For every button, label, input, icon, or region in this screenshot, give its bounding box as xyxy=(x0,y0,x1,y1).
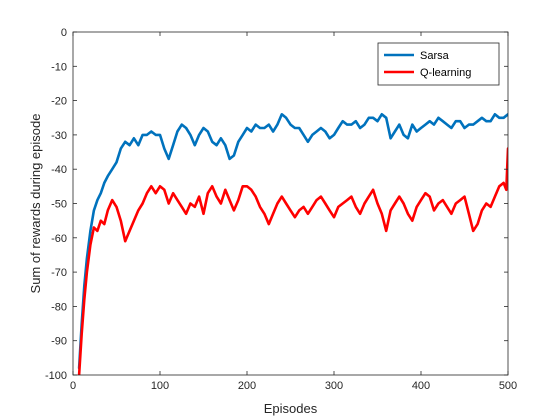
legend-entry-label: Sarsa xyxy=(420,50,450,62)
plot-area xyxy=(73,32,508,375)
tick-labels: 0 100 200 300 400 500 0 -10 -20 -30 -40 -50 -60 -70 -8… xyxy=(45,27,517,392)
series-line-sarsa xyxy=(77,113,508,370)
x-tick-label: 100 xyxy=(151,380,169,392)
y-tick-label: -90 xyxy=(51,336,67,348)
x-tick-label: 300 xyxy=(325,380,343,392)
series-layer xyxy=(77,113,508,375)
axes xyxy=(72,31,509,376)
plot-background xyxy=(73,32,508,375)
series-line-q-learning xyxy=(77,147,508,375)
x-tick-label: 0 xyxy=(70,380,76,392)
y-tick-label: -60 xyxy=(51,233,67,245)
legend-entry-label: Q-learning xyxy=(420,67,471,79)
x-axis-label: Episodes xyxy=(264,401,318,416)
legend: Sarsa Q-learning xyxy=(377,42,500,86)
y-tick-label: -70 xyxy=(51,267,67,279)
y-tick-label: -20 xyxy=(51,96,67,108)
y-tick-label: -40 xyxy=(51,164,67,176)
legend-box xyxy=(377,42,500,86)
y-axis-label: Sum of rewards during episode xyxy=(28,114,43,294)
x-tick-label: 500 xyxy=(499,380,517,392)
y-tick-label: -30 xyxy=(51,130,67,142)
y-tick-label: -10 xyxy=(51,61,67,73)
x-tick-label: 200 xyxy=(238,380,256,392)
y-tick-label: -80 xyxy=(51,301,67,313)
y-tick-label: -100 xyxy=(45,370,67,382)
y-tick-label: -50 xyxy=(51,199,67,211)
x-tick-label: 400 xyxy=(412,380,430,392)
y-tick-label: 0 xyxy=(61,27,67,39)
